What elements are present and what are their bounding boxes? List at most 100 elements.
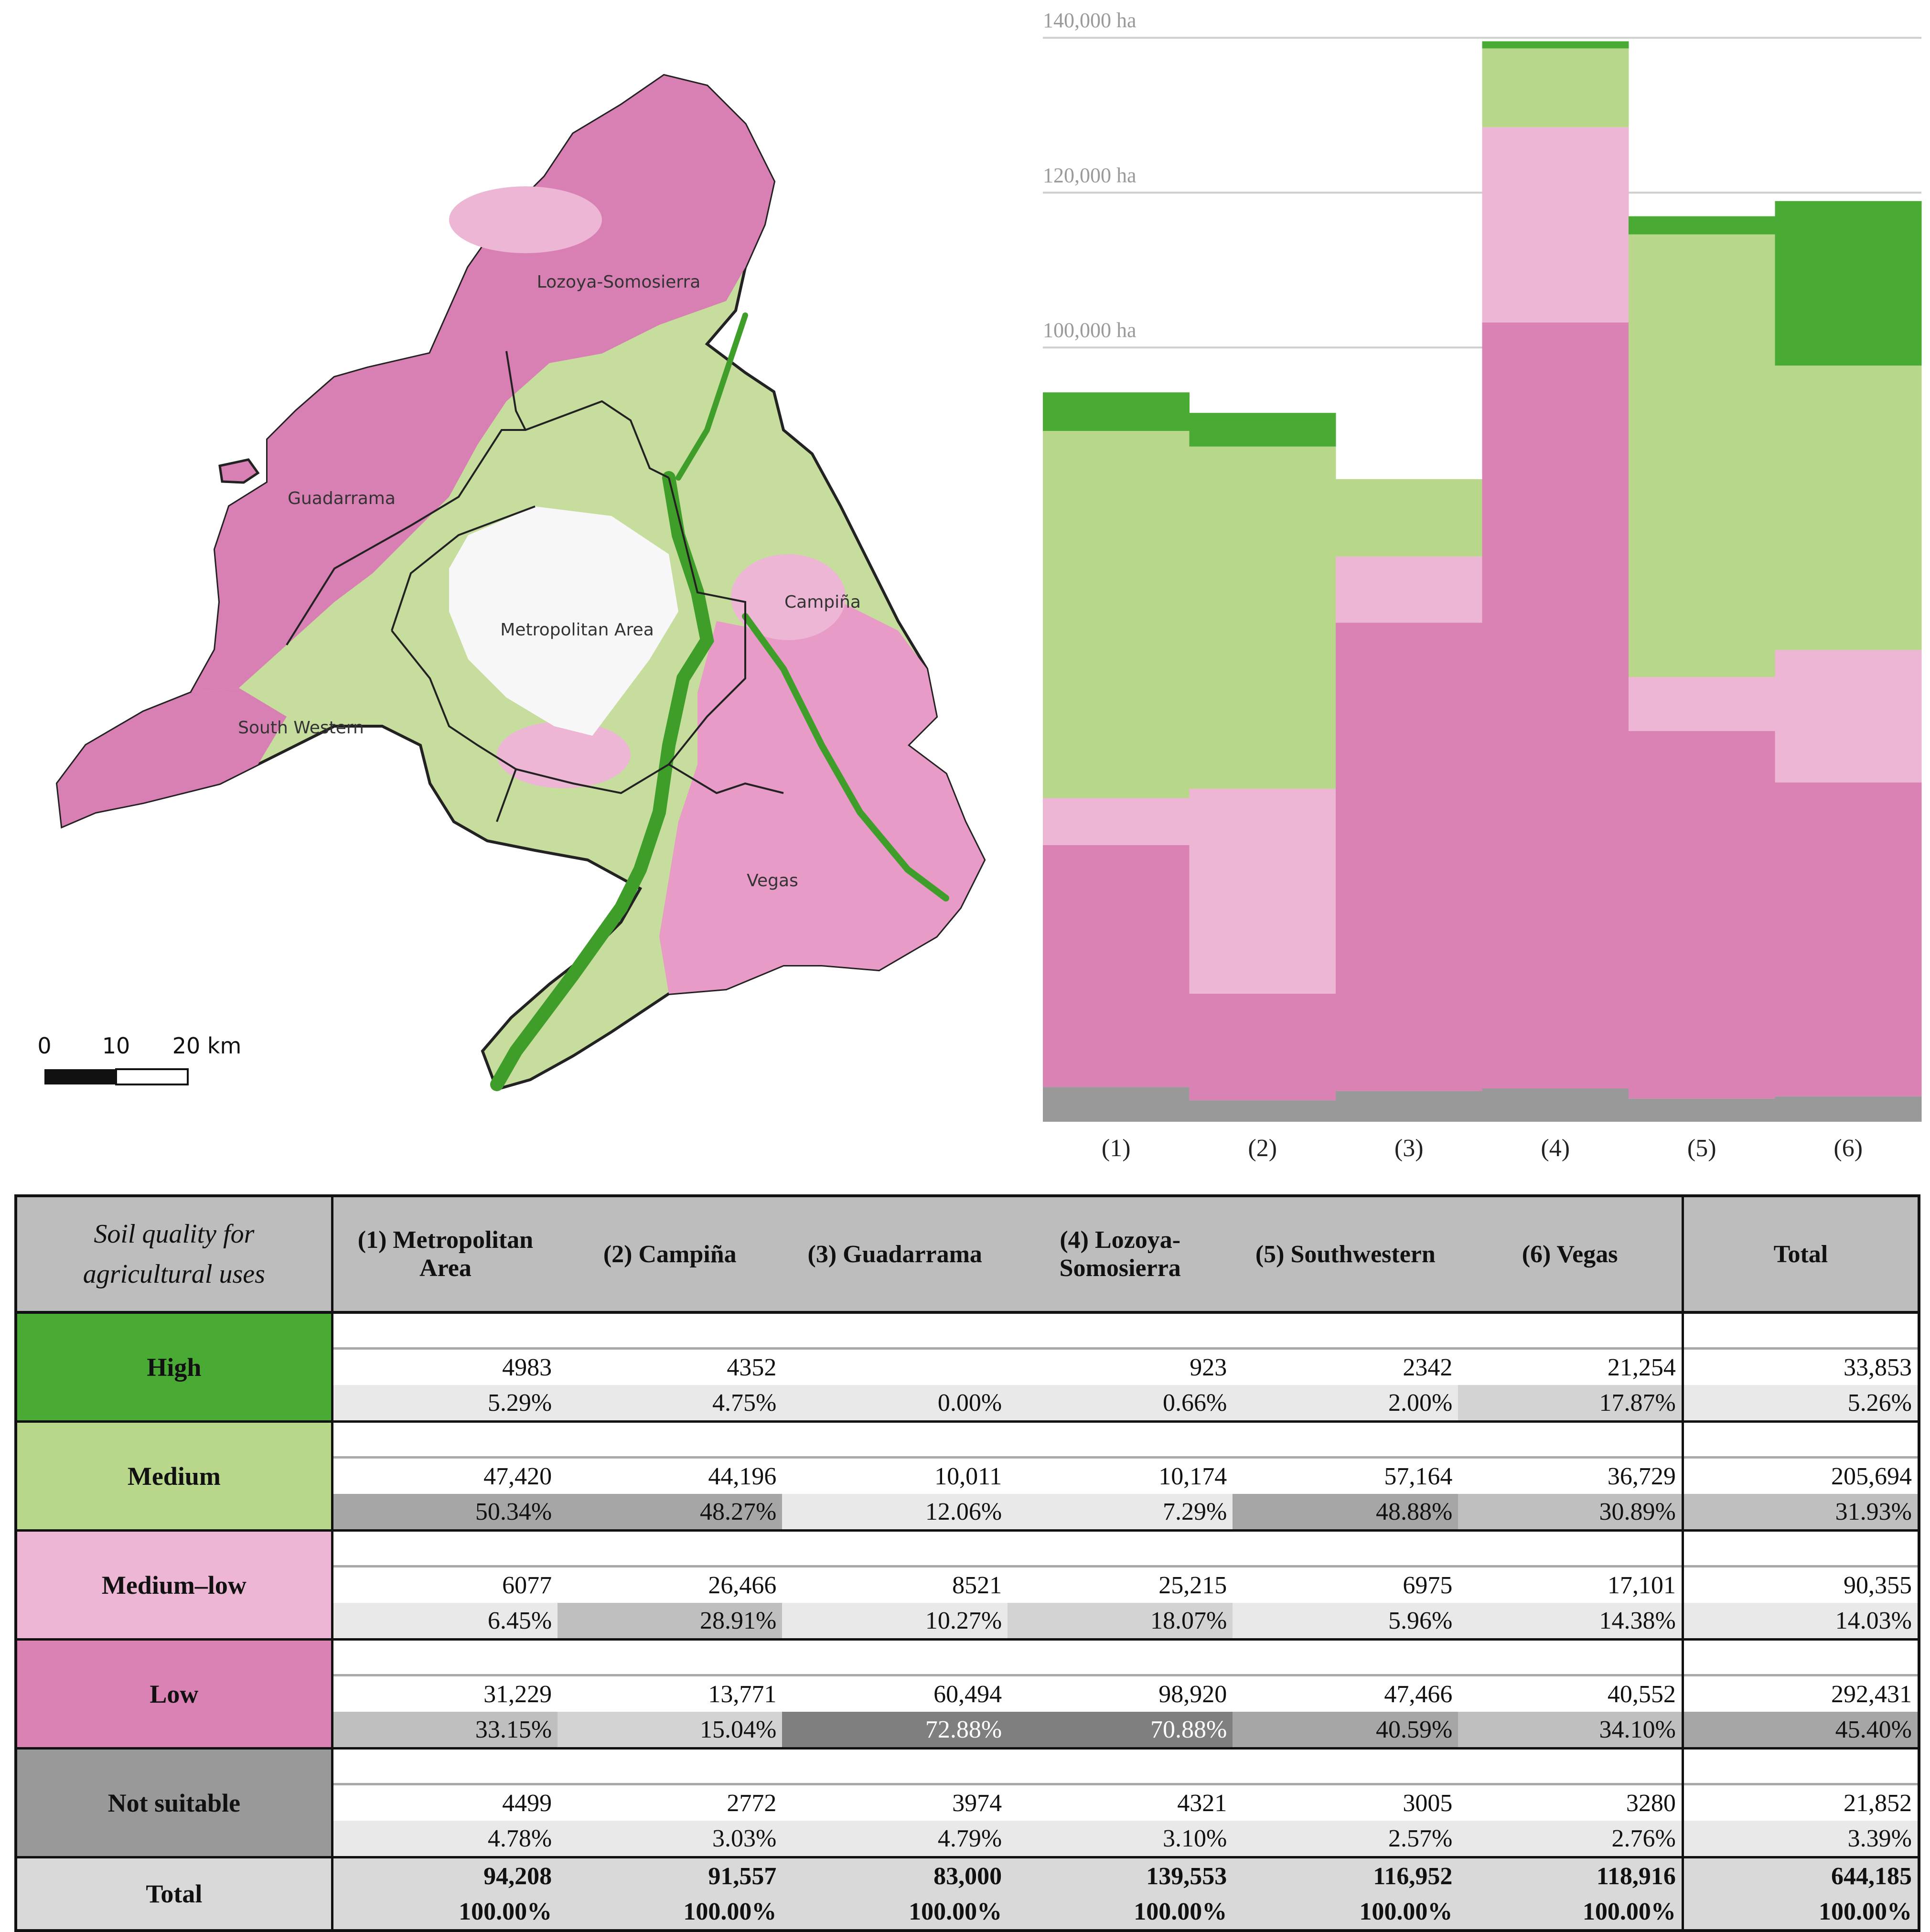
category-label-high: High [14, 1312, 333, 1423]
table-spacer-cell [1233, 1531, 1458, 1567]
total-value-cell: 139,553 [1008, 1857, 1233, 1894]
table-value-cell: 21,852 [1681, 1783, 1920, 1821]
table-spacer-cell [1681, 1530, 1920, 1567]
table-value-cell: 923 [1008, 1347, 1233, 1385]
y-tick-label: 100,000 ha [1043, 318, 1137, 342]
table-spacer-cell [1681, 1312, 1920, 1349]
table-spacer-cell [558, 1422, 782, 1458]
table-value-cell: 47,466 [1233, 1674, 1458, 1712]
table-percent-cell: 45.40% [1681, 1712, 1920, 1750]
table-percent-cell: 2.57% [1233, 1821, 1458, 1858]
bar-segment-low [1629, 731, 1775, 1099]
bar-segment-medium [1189, 446, 1336, 789]
table-row-values: 4983 4352 923 2342 21,254 33,853 [16, 1347, 1920, 1385]
bar-segment-not-suitable [1482, 1088, 1629, 1122]
table-spacer-cell [1233, 1640, 1458, 1675]
table-value-cell: 8521 [782, 1565, 1008, 1603]
bar-segment-medium-low [1189, 788, 1336, 994]
category-label-total: Total [14, 1857, 333, 1932]
total-percent-cell: 100.00% [1233, 1894, 1458, 1932]
table-spacer-cell [1458, 1749, 1683, 1784]
table-spacer-cell [558, 1312, 782, 1349]
table-value-cell: 4499 [332, 1783, 558, 1821]
table-value-cell: 57,164 [1233, 1456, 1458, 1494]
table-value-cell: 4321 [1008, 1783, 1233, 1821]
table-spacer-cell [782, 1422, 1008, 1458]
table-spacer-cell [782, 1312, 1008, 1349]
table-percent-cell: 2.00% [1233, 1385, 1458, 1423]
bar-segment-low [1336, 623, 1482, 1091]
map-label-lozoya: Lozoya-Somosierra [537, 272, 701, 292]
bar-segment-medium [1336, 479, 1482, 557]
table-percent-cell: 15.04% [558, 1712, 783, 1750]
table-spacer-cell [1458, 1312, 1683, 1349]
x-tick-label: (1) [1102, 1135, 1131, 1162]
table-row: Low [14, 1639, 1920, 1750]
table-spacer-cell [1681, 1639, 1920, 1675]
scale-label-0: 0 [37, 1033, 51, 1059]
bar-segment-medium [1482, 48, 1629, 128]
bar-segment-low [1043, 845, 1190, 1087]
table-percent-cell: 3.39% [1681, 1821, 1920, 1858]
table-row: Medium–low [14, 1530, 1920, 1641]
map-pink-vegas [659, 602, 984, 994]
table-spacer-cell [1233, 1749, 1458, 1784]
table-spacer-cell [1681, 1421, 1920, 1458]
x-tick-label: (4) [1541, 1135, 1570, 1162]
bar-segment-high [1189, 413, 1336, 447]
header-c1-line1: (1) Metropolitan [357, 1226, 534, 1254]
table-spacer-cell [558, 1749, 782, 1784]
header-lozoya: (4) Lozoya- Somosierra [1008, 1194, 1233, 1314]
table-value-cell: 17,101 [1458, 1565, 1683, 1603]
table-value-cell: 31,229 [332, 1674, 558, 1712]
table-spacer-cell [1233, 1422, 1458, 1458]
table-percent-cell: 7.29% [1008, 1494, 1233, 1532]
table-row: Medium [14, 1421, 1920, 1532]
table-spacer-cell [1458, 1640, 1683, 1675]
table-percent-cell: 31.93% [1681, 1494, 1920, 1532]
category-label-medium-low: Medium–low [14, 1530, 333, 1641]
table-value-cell: 6077 [332, 1565, 558, 1603]
bar-segment-high [1775, 201, 1922, 366]
x-tick-label: (5) [1687, 1135, 1716, 1162]
table-row-percentages: 50.34% 48.27% 12.06% 7.29% 48.88% 30.89% 31.93… [16, 1494, 1920, 1532]
table-row-percentages: 5.29% 4.75% 0.00% 0.66% 2.00% 17.87% 5.26% [16, 1385, 1920, 1423]
table-percent-cell: 5.96% [1233, 1603, 1458, 1641]
table-spacer-cell [332, 1640, 558, 1675]
table-percent-cell: 48.27% [558, 1494, 783, 1532]
table-value-cell: 98,920 [1008, 1674, 1233, 1712]
table-spacer-cell [782, 1749, 1008, 1784]
header-metropolitan: (1) Metropolitan Area [332, 1194, 558, 1314]
table-percent-cell: 10.27% [782, 1603, 1008, 1641]
map-label-southwestern: South Western [238, 718, 364, 738]
table-row-percentages: 4.78% 3.03% 4.79% 3.10% 2.57% 2.76% 3.39% [16, 1821, 1920, 1858]
bar-segment-not-suitable [1189, 1100, 1336, 1122]
table-row-values: 47,420 44,196 10,011 10,174 57,164 36,729 205,… [16, 1456, 1920, 1494]
table-row-values: 31,229 13,771 60,494 98,920 47,466 40,552 292,… [16, 1674, 1920, 1712]
header-vegas: (6) Vegas [1458, 1194, 1683, 1314]
table-value-cell: 40,552 [1458, 1674, 1683, 1712]
table-percent-cell: 4.75% [558, 1385, 783, 1423]
table-percent-cell: 6.45% [332, 1603, 558, 1641]
header-c4-line2: Somosierra [1059, 1255, 1181, 1282]
bar-segment-medium-low [1043, 798, 1190, 845]
table-value-cell: 47,420 [332, 1456, 558, 1494]
total-percent-cell: 100.00% [332, 1894, 558, 1932]
table-percent-cell: 5.26% [1681, 1385, 1920, 1423]
table-spacer-cell [1008, 1531, 1233, 1567]
scale-label-10: 10 [102, 1033, 130, 1059]
table-value-cell: 3974 [782, 1783, 1008, 1821]
table-spacer-cell [1008, 1640, 1233, 1675]
table-total-percent-row: 100.00% 100.00% 100.00% 100.00% 100.00% 100.0… [16, 1894, 1920, 1932]
x-tick-label: (3) [1394, 1135, 1424, 1162]
table-percent-cell: 14.03% [1681, 1603, 1920, 1641]
category-label-medium: Medium [14, 1421, 333, 1532]
table-percent-cell: 48.88% [1233, 1494, 1458, 1532]
bar-segment-high [1043, 392, 1190, 431]
map-pink-north [191, 75, 774, 693]
table-row-values: 4499 2772 3974 4321 3005 3280 21,852 [16, 1783, 1920, 1821]
table-spacer-cell [558, 1640, 782, 1675]
table-percent-cell: 0.66% [1008, 1385, 1233, 1423]
table-spacer-cell [332, 1312, 558, 1349]
bar-segment-medium-low [1775, 650, 1922, 783]
